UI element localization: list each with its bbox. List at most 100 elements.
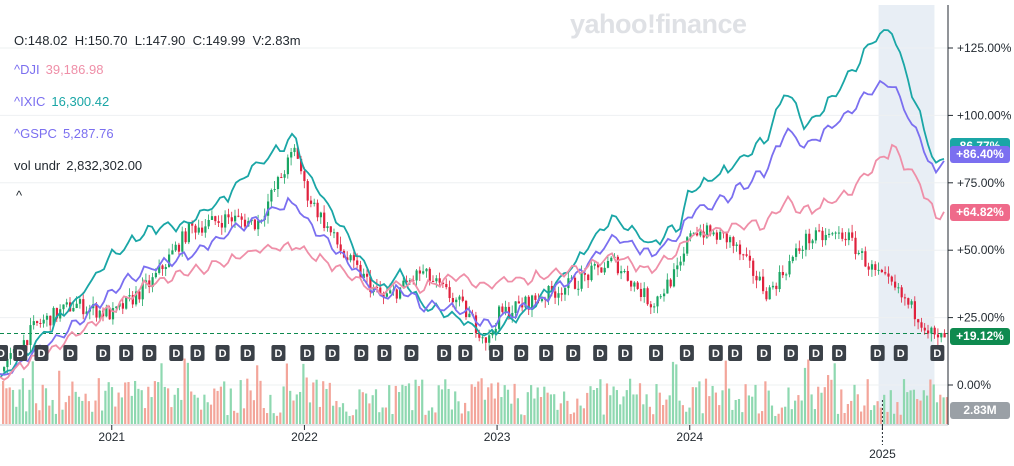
dividend-marker[interactable]: [728, 345, 743, 361]
dividend-marker[interactable]: [458, 345, 473, 361]
dividend-marker[interactable]: [169, 345, 184, 361]
dividend-marker[interactable]: [930, 345, 945, 361]
dividend-marker[interactable]: [679, 345, 694, 361]
dividend-marker[interactable]: [404, 345, 419, 361]
dividend-marker[interactable]: [96, 345, 111, 361]
dividend-marker[interactable]: [142, 345, 157, 361]
volume-bar: [945, 397, 948, 424]
dividend-marker[interactable]: [870, 345, 885, 361]
dividend-marker[interactable]: [593, 345, 608, 361]
candle-body: [692, 232, 695, 234]
volume-bar: [609, 395, 612, 424]
candle-body: [210, 216, 214, 220]
candle-body: [62, 304, 65, 310]
dividend-marker[interactable]: [783, 345, 798, 361]
candle-body: [303, 171, 306, 182]
candle-body: [356, 260, 359, 265]
candle-body: [804, 233, 808, 250]
dividend-marker[interactable]: [63, 345, 78, 361]
volume-bar: [272, 413, 275, 424]
volume-bar: [200, 409, 203, 424]
candle-body: [484, 337, 487, 343]
candle-body: [666, 279, 669, 294]
volume-bar: [711, 385, 714, 424]
dividend-marker[interactable]: [437, 345, 452, 361]
candle-body: [184, 231, 187, 243]
legend-gspc[interactable]: ^GSPC 5,287.76: [14, 126, 114, 141]
candle-body: [867, 266, 870, 270]
volume-bar: [480, 378, 483, 424]
legend-dji[interactable]: ^DJI 39,186.98: [14, 62, 103, 77]
volume-bar: [203, 394, 206, 424]
volume-bar: [470, 384, 473, 424]
volume-bar: [398, 392, 401, 424]
dividend-marker[interactable]: [271, 345, 286, 361]
dividend-marker[interactable]: [649, 345, 664, 361]
dividend-marker[interactable]: [893, 345, 908, 361]
volume-bar: [675, 364, 678, 424]
candle-body: [699, 231, 702, 236]
candle-body: [488, 335, 491, 343]
volume-bar: [447, 388, 450, 424]
dividend-marker[interactable]: [708, 345, 723, 361]
dividend-marker-label: D: [357, 348, 365, 360]
candle-body: [158, 265, 161, 273]
volume-bar: [902, 379, 906, 424]
legend-vol-undr[interactable]: vol undr 2,832,302.00: [14, 158, 142, 173]
candle-body: [164, 266, 167, 270]
volume-bar: [219, 386, 222, 424]
candle-body: [95, 304, 98, 318]
dividend-marker[interactable]: [489, 345, 504, 361]
candle-body: [415, 270, 418, 281]
candle-body: [296, 147, 299, 159]
dji-line: [0, 143, 945, 381]
dividend-marker[interactable]: [514, 345, 529, 361]
dividend-marker[interactable]: [215, 345, 230, 361]
candle-body: [319, 212, 322, 218]
dividend-marker[interactable]: [325, 345, 340, 361]
candle-body: [32, 321, 35, 326]
dividend-marker[interactable]: [190, 345, 205, 361]
volume-bar: [233, 410, 236, 424]
dividend-marker[interactable]: [832, 345, 847, 361]
dividend-marker[interactable]: [756, 345, 771, 361]
volume-bar: [876, 401, 879, 424]
legend-ixic[interactable]: ^IXIC 16,300.42: [14, 94, 109, 109]
dividend-marker[interactable]: [377, 345, 392, 361]
candle-body: [468, 313, 471, 318]
candle-body: [435, 278, 438, 282]
x-tick-label: 2025: [869, 447, 896, 461]
volume-bar: [642, 404, 645, 424]
volume-bar: [5, 388, 8, 424]
candle-body: [418, 270, 421, 274]
volume-bar: [417, 386, 420, 424]
x-axis-ticks: 2021 2022 2023 2024 2025: [98, 400, 896, 461]
volume-bar: [566, 400, 569, 424]
dividend-marker[interactable]: [539, 345, 554, 361]
dividend-marker[interactable]: [240, 345, 255, 361]
candle-body: [309, 200, 313, 204]
volume-bar: [869, 409, 873, 424]
candle-body: [49, 315, 52, 326]
dividend-marker[interactable]: [354, 345, 369, 361]
dividend-marker[interactable]: [119, 345, 134, 361]
dividend-marker[interactable]: [618, 345, 633, 361]
candle-body: [887, 273, 890, 277]
candle-body: [6, 358, 9, 368]
volume-bar: [510, 403, 513, 424]
collapse-legend-icon[interactable]: ^: [16, 188, 23, 203]
dividend-marker[interactable]: [13, 345, 28, 361]
dividend-marker[interactable]: [566, 345, 581, 361]
dividend-marker[interactable]: [34, 345, 49, 361]
candle-body: [214, 216, 217, 222]
dividend-marker[interactable]: [0, 345, 8, 361]
x-tick-label: 2022: [291, 430, 318, 444]
dividend-marker[interactable]: [808, 345, 823, 361]
dividend-marker-label: D: [812, 348, 820, 360]
volume-bar: [394, 385, 397, 424]
candle-body: [168, 254, 171, 267]
candle-body: [524, 296, 527, 308]
candle-body: [224, 214, 227, 228]
dividend-marker[interactable]: [300, 345, 315, 361]
